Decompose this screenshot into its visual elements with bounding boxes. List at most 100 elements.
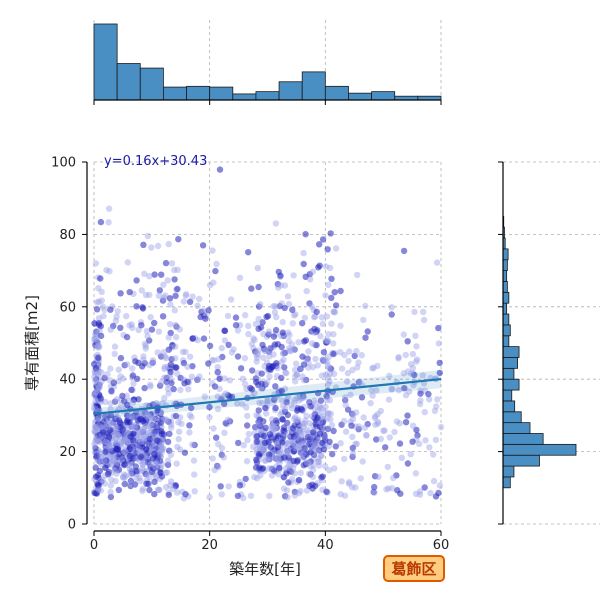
scatter-point bbox=[133, 424, 141, 431]
scatter-point bbox=[121, 362, 128, 369]
scatter-point bbox=[273, 313, 280, 321]
scatter-point bbox=[312, 442, 319, 449]
scatter-point bbox=[96, 384, 103, 391]
scatter-point bbox=[100, 429, 107, 436]
scatter-point bbox=[293, 371, 301, 379]
scatter-point bbox=[259, 447, 266, 454]
scatter-point bbox=[241, 355, 249, 362]
scatter-point bbox=[353, 409, 360, 416]
scatter-point bbox=[369, 365, 376, 372]
scatter-point bbox=[411, 308, 418, 316]
scatter-point bbox=[127, 482, 134, 490]
scatter-point bbox=[320, 357, 327, 364]
scatter-point bbox=[218, 444, 226, 452]
top-histogram-bar bbox=[278, 81, 303, 101]
scatter-point bbox=[286, 345, 293, 352]
scatter-point bbox=[232, 314, 240, 321]
scatter-point bbox=[107, 326, 114, 333]
x-axis-label: 築年数[年] bbox=[229, 560, 301, 578]
scatter-point bbox=[135, 396, 142, 403]
scatter-point bbox=[146, 337, 153, 344]
scatter-point bbox=[218, 451, 225, 459]
scatter-point bbox=[299, 420, 307, 428]
scatter-point bbox=[293, 434, 300, 441]
scatter-point bbox=[114, 431, 122, 439]
scatter-point bbox=[112, 465, 119, 472]
main-grid bbox=[93, 161, 442, 525]
scatter-point bbox=[349, 444, 356, 452]
scatter-point bbox=[411, 371, 418, 379]
scatter-point bbox=[117, 354, 125, 362]
scatter-point bbox=[272, 455, 280, 462]
scatter-point bbox=[126, 288, 133, 296]
scatter-point bbox=[355, 426, 362, 433]
scatter-point bbox=[330, 427, 337, 435]
scatter-point bbox=[168, 260, 176, 267]
scatter-point bbox=[201, 393, 208, 400]
scatter-point bbox=[264, 396, 271, 403]
scatter-point bbox=[397, 490, 404, 497]
scatter-points bbox=[90, 166, 445, 502]
scatter-point bbox=[186, 422, 193, 429]
scatter-point bbox=[182, 491, 189, 498]
scatter-point bbox=[101, 306, 108, 314]
scatter-point bbox=[274, 440, 281, 448]
scatter-point bbox=[301, 440, 308, 447]
scatter-point bbox=[320, 446, 328, 453]
scatter-point bbox=[117, 373, 124, 380]
scatter-point bbox=[158, 271, 165, 278]
scatter-point bbox=[141, 409, 148, 416]
scatter-point bbox=[268, 472, 276, 479]
scatter-point bbox=[117, 290, 124, 297]
scatter-point bbox=[180, 298, 187, 305]
scatter-point bbox=[304, 426, 311, 433]
scatter-point bbox=[144, 332, 151, 340]
scatter-point bbox=[307, 458, 314, 465]
scatter-point bbox=[156, 287, 163, 294]
scatter-point bbox=[105, 219, 112, 226]
scatter-point bbox=[326, 264, 334, 272]
scatter-point bbox=[312, 355, 319, 363]
scatter-point bbox=[374, 411, 381, 418]
scatter-point bbox=[291, 366, 299, 374]
scatter-point bbox=[243, 404, 250, 411]
scatter-point bbox=[281, 364, 288, 371]
scatter-point bbox=[295, 430, 302, 437]
scatter-point bbox=[195, 376, 202, 383]
scatter-point bbox=[396, 440, 404, 447]
scatter-point bbox=[373, 387, 380, 394]
scatter-point bbox=[239, 401, 246, 408]
right-histogram-bar bbox=[502, 346, 520, 358]
scatter-point bbox=[278, 397, 286, 404]
right-histogram-bar bbox=[502, 357, 519, 369]
scatter-point bbox=[128, 321, 135, 328]
scatter-point bbox=[131, 449, 139, 457]
scatter-point bbox=[218, 491, 225, 498]
scatter-point bbox=[165, 346, 172, 353]
scatter-point bbox=[172, 292, 179, 300]
scatter-point bbox=[107, 406, 114, 413]
scatter-point bbox=[314, 362, 321, 369]
scatter-point bbox=[292, 444, 299, 452]
scatter-point bbox=[91, 368, 99, 375]
scatter-point bbox=[253, 475, 261, 482]
scatter-point bbox=[157, 353, 165, 360]
scatter-point bbox=[342, 394, 349, 401]
scatter-point bbox=[319, 236, 327, 243]
scatter-point bbox=[253, 412, 260, 419]
scatter-point bbox=[174, 370, 181, 377]
scatter-point bbox=[270, 424, 278, 431]
scatter-point bbox=[189, 363, 196, 370]
scatter-point bbox=[91, 390, 99, 397]
scatter-point bbox=[141, 409, 149, 416]
scatter-point bbox=[129, 365, 136, 372]
scatter-point bbox=[128, 413, 136, 420]
scatter-point bbox=[234, 492, 242, 500]
scatter-point bbox=[253, 378, 260, 386]
scatter-point bbox=[353, 440, 360, 448]
scatter-point bbox=[263, 379, 271, 386]
scatter-point bbox=[266, 353, 273, 360]
scatter-point bbox=[305, 470, 313, 477]
scatter-point bbox=[164, 438, 172, 445]
scatter-point bbox=[292, 378, 299, 385]
